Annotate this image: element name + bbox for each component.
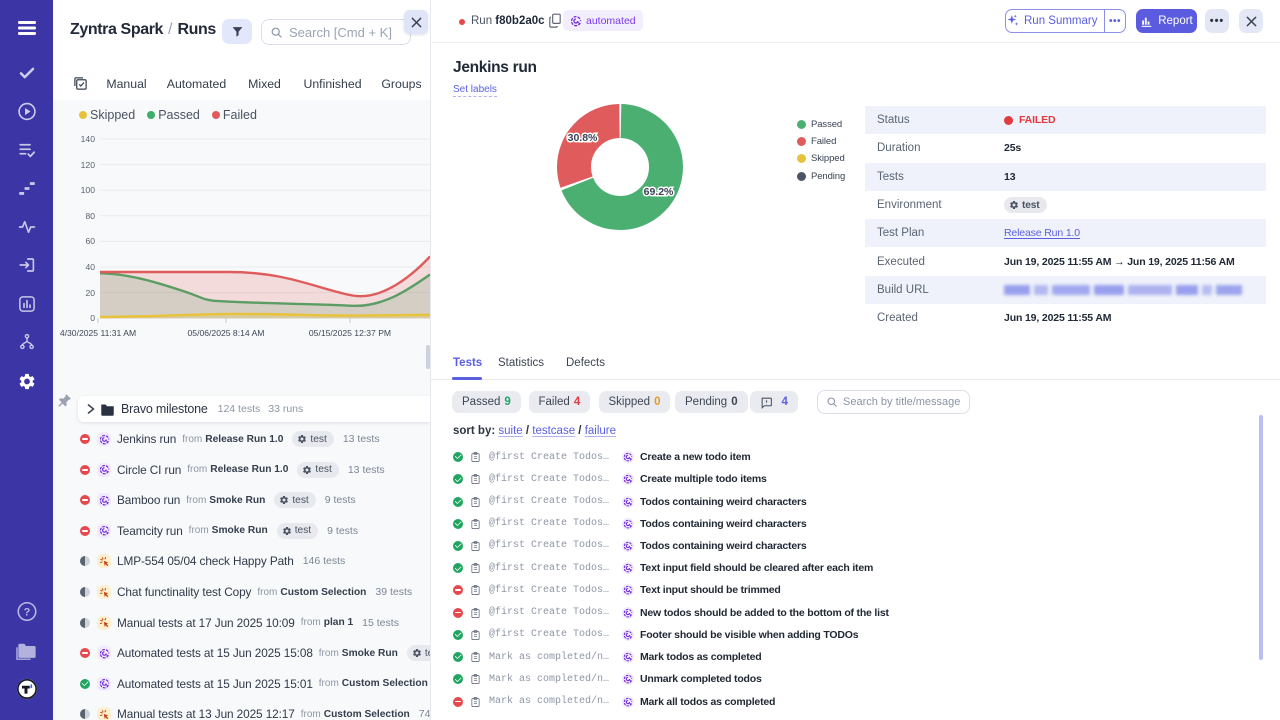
svg-text:?: ? bbox=[23, 606, 30, 618]
svg-text:30.8%: 30.8% bbox=[568, 132, 598, 144]
svg-text:69.2%: 69.2% bbox=[644, 186, 674, 198]
